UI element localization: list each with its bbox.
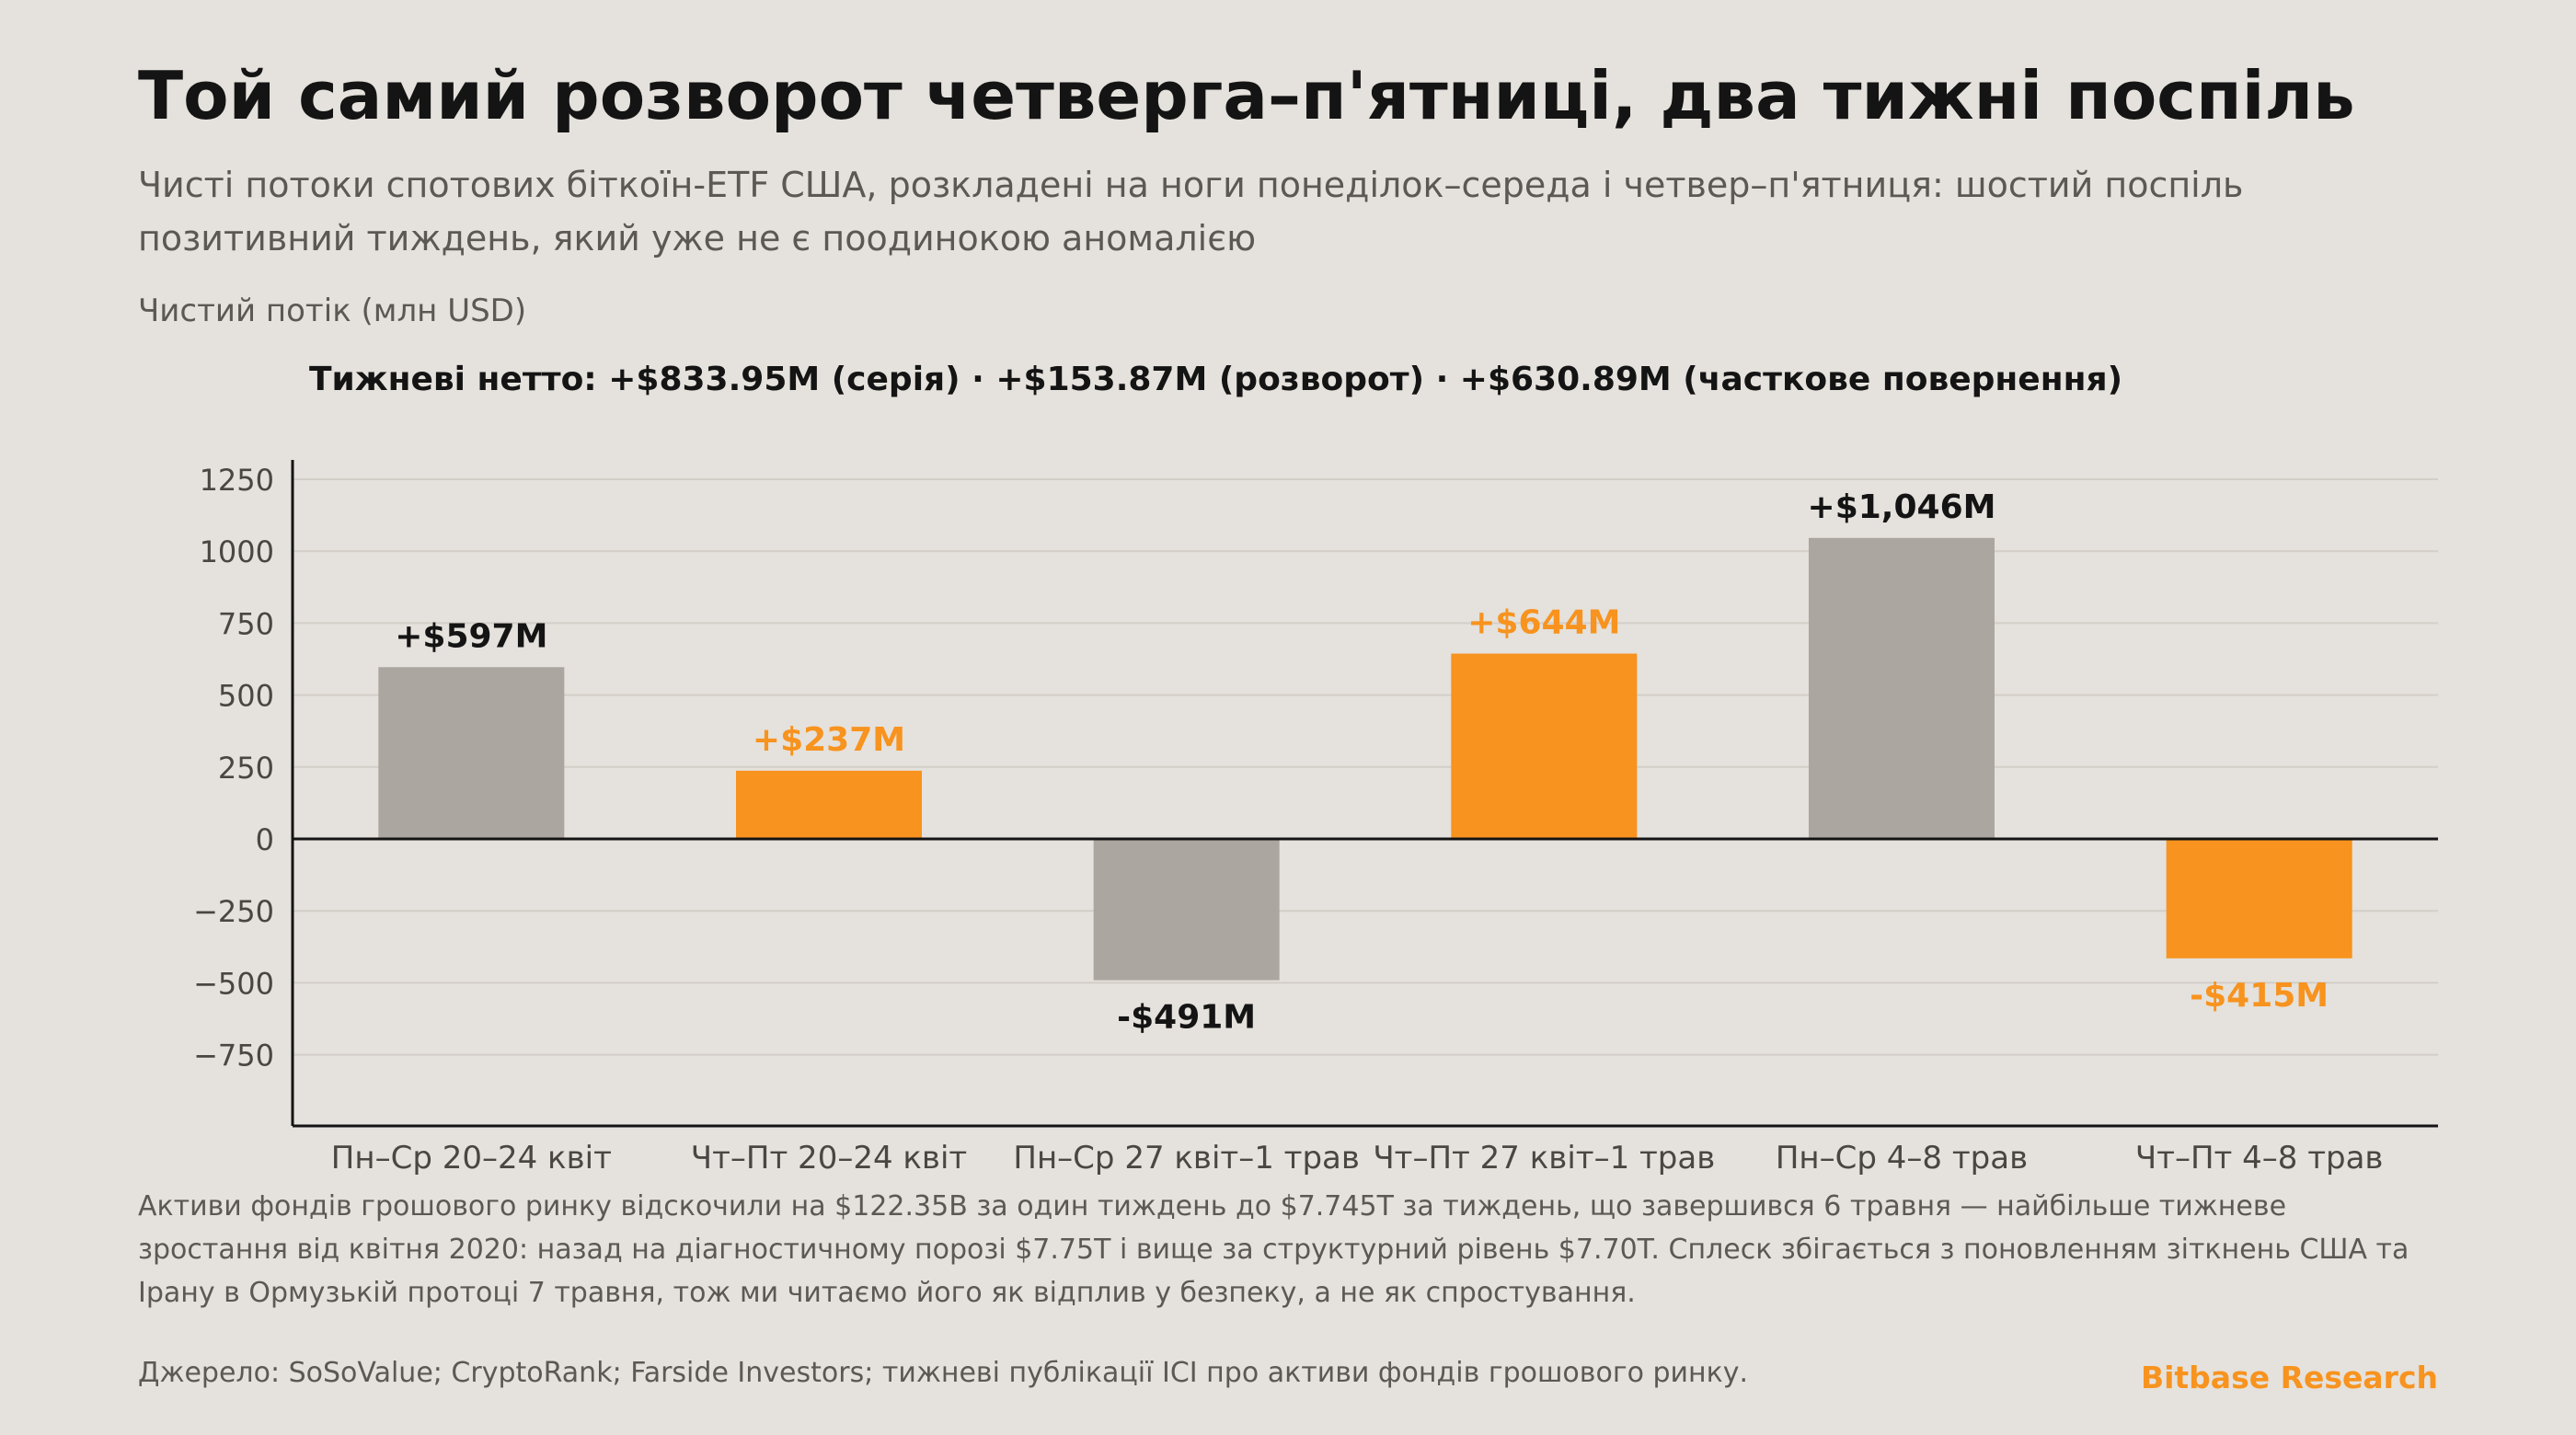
x-tick-label: Пн–Ср 20–24 квіт [331,1140,612,1177]
y-axis-label: Чистий потік (млн USD) [138,293,527,329]
bar [378,667,565,839]
page-title: Той самий розворот четверга–п'ятниці, дв… [138,57,2355,134]
x-tick-label: Чт–Пт 4–8 трав [2135,1140,2384,1177]
x-tick-label: Чт–Пт 20–24 квіт [691,1140,967,1177]
bar [1809,537,1995,839]
y-tick-label: 250 [218,751,274,786]
y-tick-label: 500 [218,679,274,714]
y-tick-label: −500 [193,966,274,1001]
source-line: Джерело: SoSoValue; CryptoRank; Farside … [138,1357,1749,1389]
weekly-net-annotation: Тижневі нетто: +$833.95M (серія) · +$153… [309,361,2123,398]
data-label: +$1,046M [1808,488,1996,526]
bar [1093,839,1280,981]
x-tick-label: Чт–Пт 27 квіт–1 трав [1373,1140,1715,1177]
data-label: -$415M [2190,977,2329,1015]
bar [1451,653,1638,839]
data-label: +$644M [1467,604,1620,642]
y-tick-label: 1250 [200,463,274,498]
y-tick-label: −250 [193,894,274,929]
y-tick-label: 750 [218,606,274,641]
bar [736,770,922,839]
y-tick-label: 0 [256,822,274,857]
page-subtitle: Чисті потоки спотових біткоїн-ETF США, р… [138,165,2244,258]
y-tick-label: −750 [193,1039,274,1073]
x-tick-label: Пн–Ср 4–8 трав [1776,1140,2028,1177]
bar [2166,839,2352,959]
brand-logo-text: Bitbase Research [2140,1360,2438,1395]
footnote: Активи фондів грошового ринку відскочили… [138,1190,2409,1309]
data-label: -$491M [1117,999,1256,1037]
data-label: +$597M [395,617,547,655]
x-tick-label: Пн–Ср 27 квіт–1 трав [1013,1140,1360,1177]
data-label: +$237M [753,721,905,759]
y-tick-label: 1000 [200,534,274,569]
